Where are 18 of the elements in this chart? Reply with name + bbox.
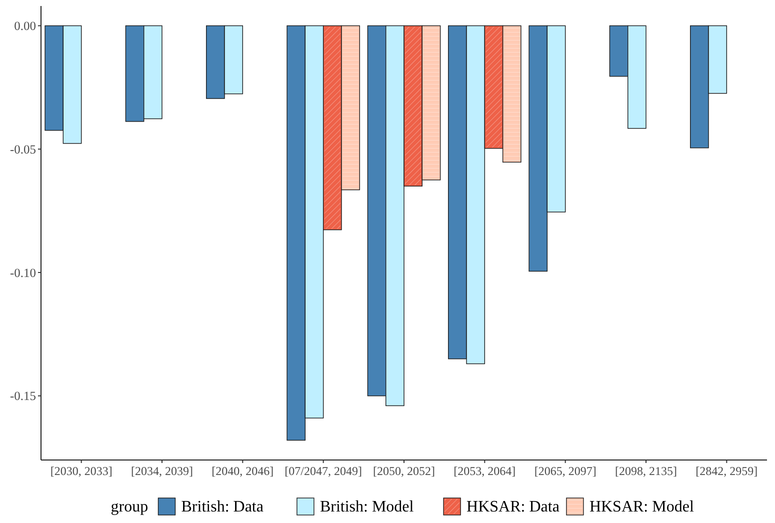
x-tick-label: [2034, 2039] xyxy=(131,464,193,478)
x-tick-label: [2030, 2033] xyxy=(50,464,112,478)
y-tick-label: -0.05 xyxy=(10,142,36,156)
x-tick-label: [2098, 2135] xyxy=(615,464,677,478)
legend-title: group xyxy=(110,498,148,516)
x-tick-label: [2053, 2064] xyxy=(454,464,516,478)
legend-label: British: Model xyxy=(320,498,414,516)
legend-label: British: Data xyxy=(181,498,264,516)
x-tick-label: [07/2047, 2049] xyxy=(284,464,362,478)
x-tick-label: [2065, 2097] xyxy=(534,464,596,478)
y-tick-label: -0.15 xyxy=(10,389,36,404)
legend-label: HKSAR: Model xyxy=(589,498,694,516)
x-tick-label: [2040, 2046] xyxy=(212,464,274,478)
x-tick-label: [2842, 2959] xyxy=(696,464,758,478)
legend-label: HKSAR: Data xyxy=(466,498,560,516)
x-tick-label: [2050, 2052] xyxy=(373,464,435,478)
y-tick-label: 0.00 xyxy=(14,19,36,34)
y-tick-label: -0.10 xyxy=(10,266,36,280)
